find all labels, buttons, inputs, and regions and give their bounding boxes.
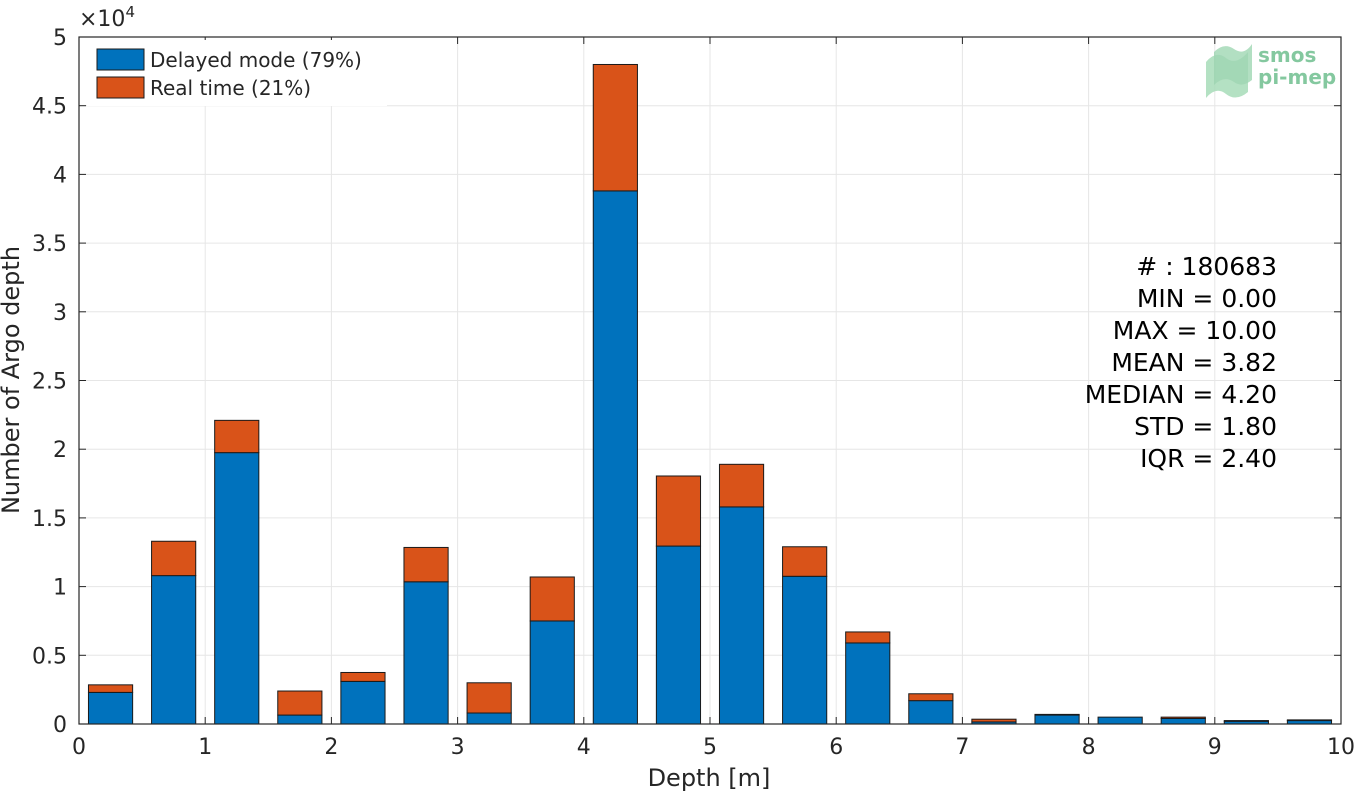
bar-real-time — [655, 475, 702, 547]
bar-real-time — [403, 546, 449, 583]
y-axis-exponent: ×104 — [79, 3, 135, 32]
bar-delayed-mode — [466, 712, 512, 725]
x-tick-label: 0 — [72, 735, 86, 760]
y-tick-label: 4.5 — [32, 95, 67, 120]
tick-labels: 0 1 2 3 4 5 6 7 8 9 10 0 0.5 1 1.5 2 2.5 3 3.5 4 4.5 5 — [32, 26, 1355, 760]
y-axis-label: Number of Argo depth — [0, 246, 25, 514]
bar-delayed-mode — [908, 700, 954, 725]
y-tick-label: 3.5 — [32, 232, 67, 257]
bar-real-time — [592, 63, 638, 192]
bar-delayed-mode — [845, 642, 891, 725]
legend-swatch-delayed-mode — [96, 48, 145, 71]
statistics-annotation: # : 180683 MIN = 0.00 MAX = 10.00 MEAN = 3.… — [1085, 252, 1277, 473]
stats-line: MAX = 10.00 — [1113, 316, 1277, 345]
bar-real-time — [1160, 716, 1206, 720]
y-tick-label: 2.5 — [32, 370, 67, 395]
bar-delayed-mode — [529, 620, 575, 725]
bar-real-time — [340, 671, 386, 682]
y-tick-label: 1.5 — [32, 507, 67, 532]
y-tick-label: 5 — [53, 26, 67, 51]
logo-line-2: pi-mep — [1258, 65, 1336, 89]
bar-delayed-mode — [1034, 714, 1080, 725]
bar-real-time — [214, 419, 260, 454]
bar-real-time — [718, 463, 765, 508]
bar-real-time — [1034, 713, 1080, 716]
x-tick-label: 3 — [451, 735, 465, 760]
legend-label-delayed-mode: Delayed mode (79%) — [150, 48, 362, 72]
bar-delayed-mode — [277, 714, 323, 725]
legend-swatch-real-time — [96, 76, 145, 99]
legend-label-real-time: Real time (21%) — [150, 76, 311, 100]
bar-delayed-mode — [403, 581, 449, 725]
bar-delayed-mode — [1160, 718, 1206, 725]
bar-real-time — [529, 576, 575, 622]
y-tick-label: 1 — [53, 576, 67, 601]
x-tick-label: 4 — [577, 735, 591, 760]
x-tick-label: 9 — [1208, 735, 1222, 760]
smos-pi-mep-logo: smos pi-mep — [1206, 43, 1336, 98]
stats-line: MEAN = 3.82 — [1111, 348, 1277, 377]
x-tick-label: 6 — [829, 735, 843, 760]
bar-delayed-mode — [718, 506, 765, 725]
x-tick-label: 8 — [1082, 735, 1096, 760]
x-tick-label: 10 — [1327, 735, 1355, 760]
bar-delayed-mode — [87, 691, 134, 725]
y-tick-label: 0.5 — [32, 644, 67, 669]
bar-delayed-mode — [1097, 716, 1143, 725]
legend: Delayed mode (79%) Real time (21%) — [87, 40, 387, 106]
bar-delayed-mode — [592, 190, 638, 725]
stats-line: MIN = 0.00 — [1137, 284, 1277, 313]
x-tick-label: 5 — [703, 735, 717, 760]
bar-real-time — [277, 690, 323, 716]
stats-line: IQR = 2.40 — [1140, 444, 1277, 473]
bar-delayed-mode — [214, 452, 260, 725]
y-tick-label: 4 — [53, 163, 67, 188]
bar-real-time — [1286, 719, 1333, 722]
bar-real-time — [87, 684, 134, 693]
bar-real-time — [1223, 720, 1269, 722]
bar-delayed-mode — [655, 545, 702, 725]
stats-line: # : 180683 — [1136, 252, 1277, 281]
bar-real-time — [151, 540, 197, 577]
bar-delayed-mode — [340, 680, 386, 725]
y-tick-label: 0 — [53, 713, 67, 738]
x-tick-label: 7 — [955, 735, 969, 760]
y-tick-label: 3 — [53, 301, 67, 326]
bar-real-time — [845, 631, 891, 644]
stats-line: MEDIAN = 4.20 — [1085, 380, 1277, 409]
logo-line-1: smos — [1258, 43, 1316, 67]
bar-real-time — [466, 682, 512, 714]
x-axis-label: Depth [m] — [648, 764, 771, 792]
bar-real-time — [908, 693, 954, 702]
stats-line: STD = 1.80 — [1134, 412, 1277, 441]
bars — [87, 63, 1333, 725]
bar-delayed-mode — [151, 575, 197, 725]
x-tick-label: 2 — [324, 735, 338, 760]
bar-delayed-mode — [782, 575, 828, 725]
bar-real-time — [971, 718, 1017, 723]
y-tick-label: 2 — [53, 438, 67, 463]
bar-real-time — [782, 546, 828, 577]
x-tick-label: 1 — [198, 735, 212, 760]
